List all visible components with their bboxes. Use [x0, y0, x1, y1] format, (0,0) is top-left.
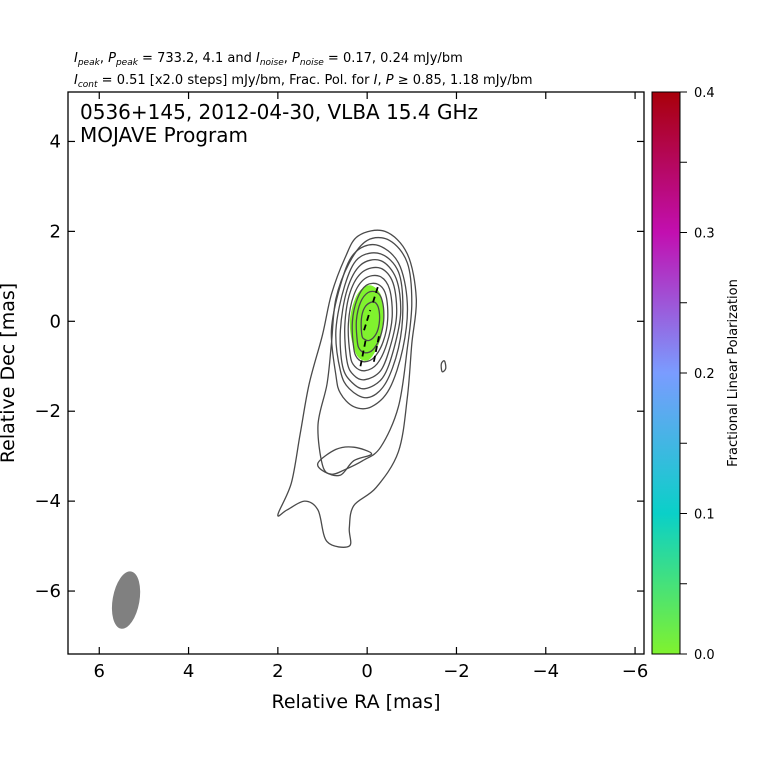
plot-subtitle: MOJAVE Program — [80, 123, 248, 147]
contour-line — [344, 266, 398, 381]
colorbar-ticks: 0.0 0.1 0.2 0.3 0.4 — [680, 86, 715, 663]
plot-area — [68, 92, 644, 654]
contour-line — [335, 252, 404, 399]
contour-line — [277, 229, 418, 548]
data-layer — [111, 229, 447, 629]
plot-frame — [67, 91, 645, 655]
x-axis-label: Relative RA [mas] — [271, 691, 440, 713]
y-tick-label: −6 — [34, 581, 61, 602]
contour-line — [360, 301, 381, 342]
y-axis-label: Relative Dec [mas] — [0, 283, 19, 463]
colorbar-tick-label: 0.1 — [694, 508, 715, 523]
x-tick-label: −4 — [532, 661, 559, 682]
x-tick-label: 0 — [361, 661, 372, 682]
evpa-vector — [372, 332, 381, 362]
x-tick-label: 2 — [272, 661, 283, 682]
beam-ellipse — [111, 571, 141, 629]
y-tick-label: −2 — [34, 401, 61, 422]
colorbar-label: Fractional Linear Polarization — [726, 279, 741, 467]
y-tick-label: −4 — [34, 491, 61, 512]
contour-line — [330, 243, 409, 410]
tick-layer: 6 4 2 0 −2 −4 −6 4 2 0 −2 −4 −6 — [34, 92, 648, 682]
x-tick-label: 6 — [94, 661, 105, 682]
plot-title: 0536+145, 2012-04-30, VLBA 15.4 GHz — [80, 100, 478, 124]
colorbar-tick-label: 0.0 — [694, 648, 715, 663]
y-tick-label: 4 — [50, 131, 61, 152]
contour-line — [351, 282, 389, 363]
x-tick-label: 4 — [183, 661, 194, 682]
y-tick-label: 2 — [50, 221, 61, 242]
contour-line — [355, 290, 385, 354]
evpa-vector — [359, 336, 368, 367]
x-tick-label: −6 — [622, 661, 649, 682]
colorbar-tick-label: 0.4 — [694, 86, 715, 101]
colorbar-tick-label: 0.2 — [694, 367, 715, 382]
colorbar — [651, 91, 681, 655]
polarization-region — [349, 285, 385, 361]
colorbar-tick-label: 0.3 — [694, 227, 715, 242]
contour-line — [339, 259, 402, 390]
evpa-vector — [372, 285, 380, 303]
header-line-1: Ipeak, Ppeak = 733.2, 4.1 and Inoise, Pn… — [74, 51, 463, 68]
contour-line — [317, 236, 413, 475]
contour-line — [440, 360, 447, 373]
evpa-vector — [363, 309, 372, 331]
x-tick-label: −2 — [443, 661, 470, 682]
y-tick-label: 0 — [50, 311, 61, 332]
header-line-2: Icont = 0.51 [x2.0 steps] mJy/bm, Frac. … — [74, 73, 533, 90]
contour-line — [316, 446, 373, 477]
contour-line — [347, 274, 393, 372]
